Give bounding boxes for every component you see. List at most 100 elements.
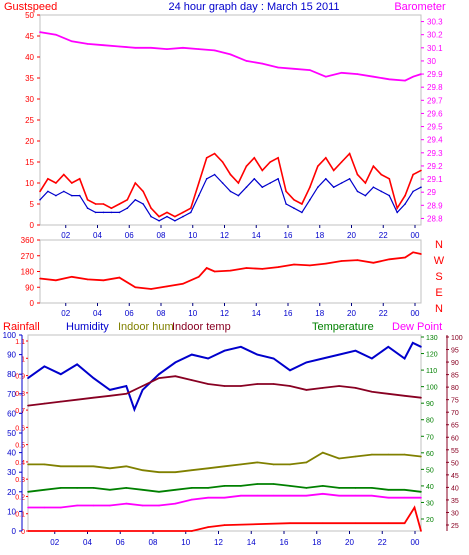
humidity-axis-ticklabel: 40 (7, 449, 16, 458)
avg-windspeed-series-point (190, 211, 192, 214)
gustspeed-series-point (55, 182, 57, 184)
humidity-series-point (191, 353, 193, 356)
temperature-series-point (43, 489, 46, 491)
indoor-hum-series-point (420, 455, 422, 458)
indoor-temp-series-point (305, 389, 308, 391)
avg-windspeed-series-point (309, 199, 311, 201)
indoor-hum-series-point (338, 457, 340, 460)
avg-windspeed-series-point (47, 190, 49, 193)
dew-point-series-point (207, 496, 209, 499)
wind-direction-series-point (118, 276, 121, 279)
temperature-series-point (305, 487, 308, 489)
humidity-series-point (289, 369, 291, 372)
direction-time-tick-ticklabel: 08 (157, 309, 166, 318)
gustspeed-series-point (380, 173, 383, 176)
dew-point-series-point (305, 494, 308, 497)
dewpoint-axis-ticklabel: 25 (451, 523, 459, 530)
avg-windspeed-series-point (317, 186, 319, 188)
temperature-series-point (387, 489, 390, 491)
wind-direction-series-point (86, 278, 89, 281)
gustspeed-series-point (166, 211, 168, 214)
temperature-time-tick-ticklabel: 16 (280, 538, 289, 547)
gustspeed-series-point (269, 161, 272, 163)
gustspeed-series-point (261, 169, 264, 172)
temperature-time-tick-ticklabel: 14 (247, 538, 256, 547)
wind-direction-series-point (150, 288, 152, 290)
rainfall-series-point (403, 522, 406, 524)
direction-axis-ticklabel: 180 (21, 268, 35, 277)
temperature-series-point (354, 487, 357, 489)
avg-windspeed-series-point (205, 178, 208, 180)
gust-axis-ticklabel: 50 (25, 11, 34, 20)
gust-axis-ticklabel: 25 (25, 116, 34, 125)
barometer-series-point (420, 73, 422, 75)
barometer-axis-ticklabel: 30.3 (427, 18, 443, 27)
compass-label: E (435, 287, 442, 299)
gustspeed-series-point (332, 169, 335, 172)
humidity-series-point (240, 346, 242, 348)
barometer-axis-ticklabel: 30.2 (427, 31, 443, 40)
gustspeed-series-point (142, 190, 144, 193)
rain-axis-ticklabel: 1.1 (15, 339, 25, 346)
barometer-series-point (372, 75, 375, 78)
wind-time-tick-ticklabel: 18 (315, 231, 324, 240)
gustspeed-series-point (182, 211, 184, 214)
indoor-temp-series-point (207, 383, 209, 385)
barometer-series-point (245, 60, 248, 62)
avg-windspeed-series-point (126, 207, 129, 209)
indoor-temp-series-point (354, 387, 357, 389)
humidity-series-point (322, 357, 324, 360)
indoor-temp-series-point (141, 385, 144, 387)
humidity-series-point (223, 349, 226, 352)
avg-windspeed-series-point (285, 203, 287, 205)
dew-point-series-point (403, 496, 406, 499)
temperature-axis-ticklabel: 40 (426, 484, 434, 491)
humidity-series-point (272, 357, 275, 360)
avg-windspeed-series-point (142, 203, 144, 205)
gustspeed-series-point (190, 207, 192, 209)
direction-time-tick-ticklabel: 06 (125, 309, 134, 318)
gust-axis-ticklabel: 10 (25, 179, 34, 188)
wind-direction-series-point (404, 256, 406, 259)
rain-axis-ticklabel: 0.9 (15, 374, 25, 381)
rain-axis-ticklabel: 0.2 (15, 494, 25, 501)
temperature-label: Temperature (312, 321, 374, 333)
temperature-time-tick-ticklabel: 00 (411, 538, 420, 547)
temperature-series-point (289, 485, 291, 487)
direction-time-tick-ticklabel: 12 (220, 309, 229, 318)
avg-windspeed-series-point (118, 211, 121, 214)
gustspeed-series-point (118, 203, 121, 205)
compass-label: S (435, 271, 442, 283)
humidity-series-point (125, 385, 128, 387)
gustspeed-series-point (364, 182, 367, 184)
barometer-axis-ticklabel: 29.3 (427, 149, 443, 158)
temperature-axis-ticklabel: 20 (426, 517, 434, 524)
indoor-hum-series-point (141, 469, 144, 472)
indoor-hum-series-point (354, 455, 357, 458)
rainfall-series-point (289, 522, 291, 524)
wind-time-tick-ticklabel: 12 (220, 231, 229, 240)
barometer-series-point (261, 62, 264, 65)
compass-label: N (435, 239, 443, 251)
temperature-axis-ticklabel: 130 (426, 335, 438, 342)
avg-windspeed-series-point (78, 194, 81, 197)
dew-point-series-point (43, 506, 46, 509)
avg-windspeed-series-point (174, 220, 176, 222)
indoor-temp-series-point (125, 393, 128, 395)
barometer-series-point (277, 66, 279, 69)
barometer-label: Barometer (394, 1, 446, 13)
indoor-hum-series-point (43, 463, 46, 466)
gustspeed-series-point (356, 173, 359, 176)
compass-label: W (434, 255, 445, 267)
barometer-series-point (340, 72, 343, 74)
barometer-series-point (39, 31, 41, 33)
wind-direction-series-point (293, 263, 295, 266)
avg-windspeed-series-point (158, 220, 160, 222)
avg-windspeed-series-point (71, 194, 73, 197)
gustspeed-series-point (237, 182, 240, 184)
indoor-hum-series-point (272, 463, 275, 466)
temperature-time-tick-ticklabel: 02 (50, 538, 59, 547)
barometer-series-point (150, 47, 152, 49)
avg-windspeed-series-point (340, 182, 343, 184)
avg-windspeed-series-point (404, 203, 406, 205)
